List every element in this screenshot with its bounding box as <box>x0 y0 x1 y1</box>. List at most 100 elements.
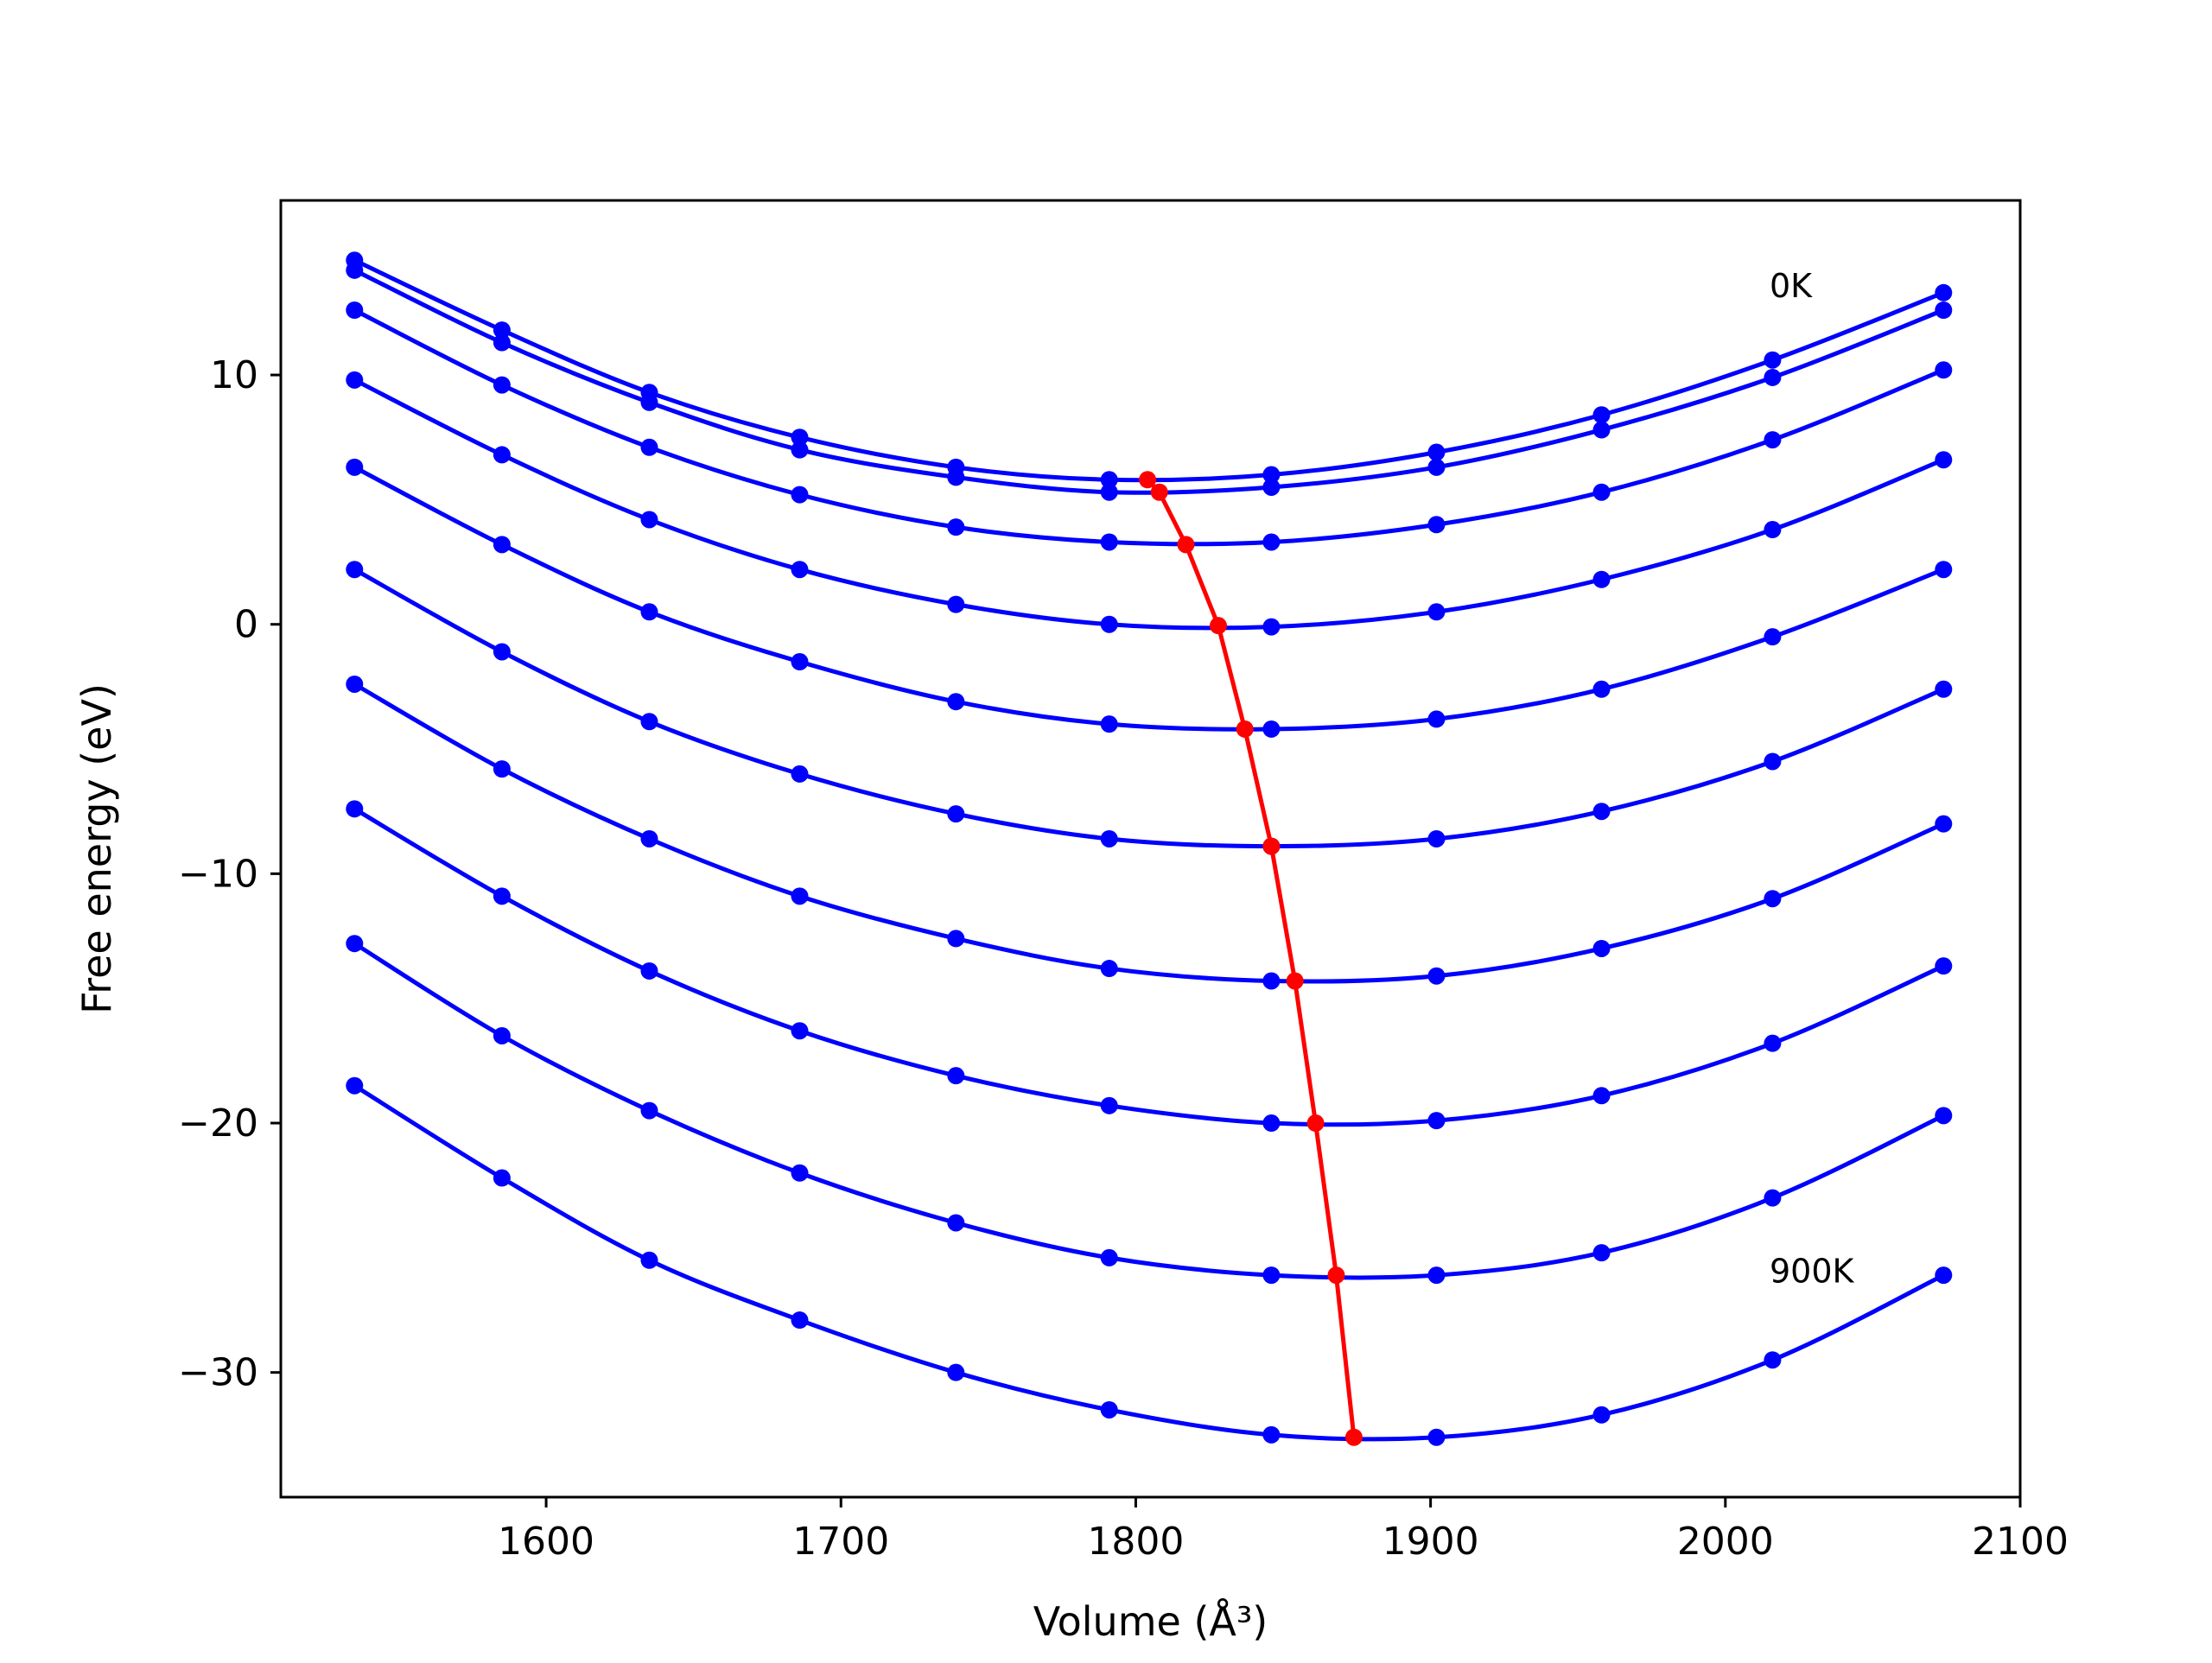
data-point <box>1935 283 1953 301</box>
data-point <box>493 446 511 464</box>
data-point <box>1262 1425 1281 1444</box>
data-point <box>493 760 511 778</box>
data-point <box>1100 960 1118 978</box>
data-point <box>947 930 965 948</box>
data-point <box>1427 1266 1446 1285</box>
data-point <box>1262 1266 1281 1285</box>
data-point <box>640 1251 658 1269</box>
data-point <box>947 468 965 486</box>
data-point <box>1935 957 1953 975</box>
data-point <box>791 1164 809 1182</box>
data-point <box>1427 1428 1446 1446</box>
data-point <box>1592 680 1611 698</box>
data-point <box>791 441 809 459</box>
data-point <box>493 1169 511 1187</box>
minimum-layer <box>1139 471 1363 1446</box>
data-point <box>640 1101 658 1120</box>
data-point <box>640 962 658 980</box>
data-point <box>493 536 511 554</box>
data-point <box>1764 890 1782 908</box>
minimum-point <box>1209 617 1227 635</box>
y-tick-label: −30 <box>178 1351 258 1395</box>
data-point <box>791 1311 809 1330</box>
data-point <box>1592 570 1611 588</box>
minimum-point <box>1177 536 1195 554</box>
annotations: 0K 900K <box>1770 267 1855 1290</box>
plot-frame <box>279 199 2022 1499</box>
data-point <box>1262 720 1281 738</box>
data-point <box>640 511 658 529</box>
data-point <box>1935 301 1953 320</box>
y-tick-label: 10 <box>210 353 258 397</box>
data-point <box>1764 351 1782 369</box>
data-point <box>1100 1096 1118 1114</box>
data-point <box>1100 483 1118 501</box>
data-point <box>1592 1087 1611 1105</box>
data-point <box>493 333 511 352</box>
data-point <box>1262 1114 1281 1133</box>
curves-layer <box>346 251 1953 1446</box>
minimum-point <box>1344 1428 1363 1446</box>
minimum-point <box>1327 1266 1345 1285</box>
data-point <box>346 561 364 579</box>
data-point <box>1262 466 1281 484</box>
temperature-annotation: 900K <box>1770 1252 1855 1290</box>
data-point <box>1935 680 1953 698</box>
data-point <box>493 887 511 905</box>
isotherm-series <box>346 301 1953 551</box>
data-point <box>791 1022 809 1040</box>
data-point <box>1764 368 1782 386</box>
x-axis: 1600 1700 1800 1900 2000 2100 <box>498 1497 2069 1564</box>
isotherm-series <box>346 800 1953 1133</box>
minimum-point <box>1150 483 1168 501</box>
isotherm-series <box>346 458 1953 738</box>
data-point <box>1592 803 1611 821</box>
data-point <box>1935 815 1953 833</box>
data-point <box>1592 406 1611 424</box>
data-point <box>791 486 809 504</box>
data-point <box>640 438 658 456</box>
data-point <box>947 693 965 711</box>
data-point <box>1764 431 1782 449</box>
data-point <box>1592 483 1611 501</box>
data-point <box>493 321 511 340</box>
data-point <box>1427 829 1446 847</box>
data-point <box>1427 710 1446 728</box>
x-tick-label: 2100 <box>1972 1520 2069 1564</box>
data-point <box>1427 458 1446 476</box>
data-point <box>947 1214 965 1232</box>
data-point <box>640 393 658 411</box>
data-point <box>346 301 364 320</box>
data-point <box>493 643 511 661</box>
data-point <box>791 561 809 579</box>
data-point <box>1100 615 1118 633</box>
isotherm-series <box>346 1076 1953 1446</box>
minimum-point <box>1139 471 1157 489</box>
data-point <box>791 653 809 671</box>
data-point <box>346 935 364 953</box>
data-point <box>947 518 965 536</box>
y-axis: −30 −20 −10 0 10 <box>178 353 281 1395</box>
data-point <box>346 458 364 476</box>
data-point <box>791 765 809 783</box>
data-point <box>1764 1034 1782 1052</box>
data-point <box>947 805 965 823</box>
minimum-point <box>1236 720 1254 738</box>
data-point <box>1592 1406 1611 1424</box>
data-point <box>1592 421 1611 439</box>
isotherm-series <box>346 935 1953 1285</box>
y-tick-label: 0 <box>234 603 258 647</box>
data-point <box>1935 451 1953 469</box>
data-point <box>1764 1189 1782 1207</box>
isotherm-series <box>346 371 1953 636</box>
temperature-annotation: 0K <box>1770 267 1813 305</box>
data-point <box>1427 603 1446 621</box>
minimum-point <box>1262 837 1281 855</box>
data-point <box>346 261 364 279</box>
data-point <box>1262 478 1281 496</box>
data-point <box>1100 533 1118 551</box>
data-point <box>346 371 364 389</box>
data-point <box>1764 628 1782 646</box>
x-tick-label: 1700 <box>792 1520 889 1564</box>
data-point <box>1100 829 1118 847</box>
